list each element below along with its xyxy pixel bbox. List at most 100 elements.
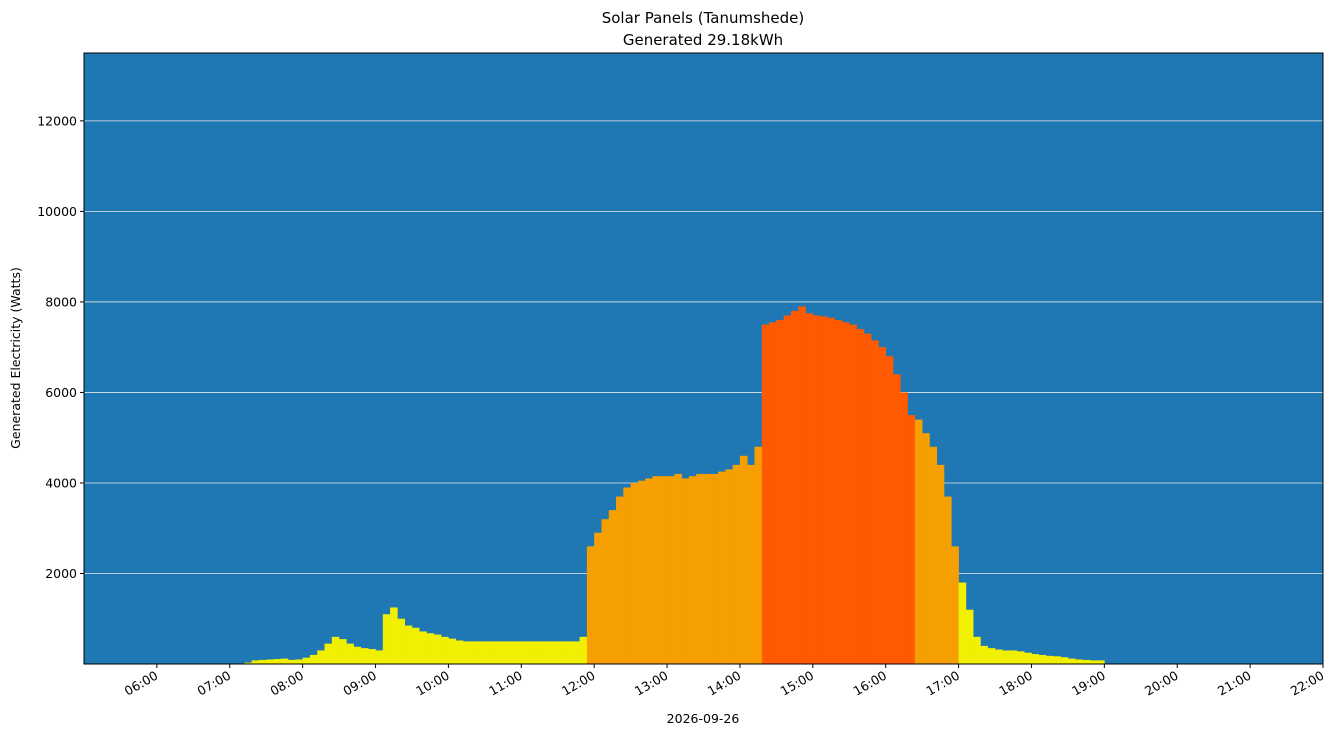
power-bar — [892, 374, 901, 664]
power-bar — [550, 641, 559, 664]
power-bar — [783, 315, 792, 664]
x-tick-label: 08:00 — [267, 668, 306, 699]
power-bar — [623, 487, 631, 664]
power-bar — [798, 306, 806, 664]
power-bar — [1002, 650, 1010, 664]
power-bar — [1060, 657, 1069, 664]
power-bar — [965, 609, 974, 664]
power-bar — [681, 478, 690, 664]
power-bar — [878, 347, 887, 664]
power-bar — [827, 317, 835, 664]
power-bar — [732, 464, 741, 664]
power-bar — [492, 641, 500, 664]
power-bar — [251, 660, 260, 664]
power-bar — [419, 631, 427, 664]
power-bar — [601, 519, 610, 664]
power-bar — [637, 480, 646, 664]
x-tick-label: 07:00 — [195, 668, 234, 699]
x-tick-label: 19:00 — [1069, 668, 1108, 699]
y-tick-label: 8000 — [45, 294, 77, 309]
power-bar — [987, 648, 996, 664]
power-bar — [696, 473, 704, 664]
x-tick-label: 20:00 — [1142, 668, 1181, 699]
power-bar — [295, 659, 303, 664]
power-bar — [1031, 654, 1040, 664]
y-tick-label: 2000 — [45, 566, 77, 581]
power-bar — [936, 464, 945, 664]
x-tick-label: 14:00 — [705, 668, 744, 699]
power-bar — [922, 433, 930, 664]
y-axis: 2000 4000 6000 8000 10000 12000 — [37, 113, 84, 581]
y-tick-label: 12000 — [37, 113, 77, 128]
power-bar — [1082, 659, 1091, 664]
power-bar — [805, 313, 814, 664]
power-bar — [375, 650, 384, 664]
chart-title: Solar Panels (Tanumshede) — [602, 9, 805, 27]
power-bar — [309, 654, 318, 664]
x-tick-label: 15:00 — [778, 668, 817, 699]
power-bar — [1009, 650, 1018, 664]
power-bar — [747, 464, 755, 664]
power-bar — [958, 582, 967, 664]
power-bar — [863, 333, 872, 664]
power-bar — [331, 636, 340, 664]
power-bar — [739, 455, 748, 664]
power-bar — [769, 322, 777, 664]
power-bar — [390, 607, 398, 664]
power-bar — [441, 636, 449, 664]
power-bar — [995, 649, 1003, 664]
power-bar — [885, 356, 894, 664]
power-bar — [973, 636, 981, 664]
x-tick-label: 11:00 — [486, 668, 525, 699]
power-bar — [557, 641, 566, 664]
power-bar — [521, 641, 529, 664]
power-bar — [688, 476, 697, 664]
x-tick-label: 12:00 — [559, 668, 598, 699]
x-tick-label: 21:00 — [1215, 668, 1254, 699]
y-tick-label: 6000 — [45, 385, 77, 400]
x-tick-label: 13:00 — [632, 668, 671, 699]
power-bar — [1038, 654, 1047, 664]
power-bar — [426, 633, 435, 664]
power-bar — [944, 496, 952, 664]
power-bar — [273, 659, 282, 664]
power-bar — [754, 446, 763, 664]
power-bar — [710, 473, 719, 664]
power-bar — [659, 476, 668, 664]
power-bar — [1067, 658, 1076, 664]
power-bar — [288, 659, 296, 664]
power-bar — [302, 657, 311, 664]
power-bar — [594, 532, 602, 664]
power-bar — [951, 546, 959, 664]
x-tick-label: 16:00 — [851, 668, 890, 699]
power-bar — [790, 310, 799, 664]
power-bar — [608, 510, 617, 664]
power-bar — [324, 643, 333, 664]
power-bar — [718, 471, 726, 664]
x-tick-label: 18:00 — [996, 668, 1035, 699]
x-axis-label: 2026-09-26 — [667, 711, 740, 726]
bars — [244, 306, 1105, 664]
power-bar — [667, 476, 675, 664]
power-bar — [586, 546, 595, 664]
power-bar — [506, 641, 515, 664]
power-bar — [914, 419, 923, 664]
power-bar — [812, 315, 821, 664]
power-bar — [477, 641, 486, 664]
power-bar — [841, 322, 850, 664]
power-bar — [849, 324, 857, 664]
plot-frame — [83, 52, 1324, 665]
power-bar — [572, 641, 580, 664]
power-bar — [820, 316, 828, 664]
power-bar — [674, 473, 682, 664]
power-bar — [470, 641, 478, 664]
x-tick-label: 17:00 — [923, 668, 962, 699]
power-bar — [280, 658, 289, 664]
power-bar — [776, 320, 784, 664]
power-bar — [1024, 652, 1032, 664]
power-bar — [761, 324, 770, 664]
power-bar — [258, 659, 267, 664]
x-axis: 06:00 07:00 08:00 09:00 10:00 11:00 12:00 13:00… — [122, 664, 1327, 699]
power-bar — [317, 650, 325, 664]
